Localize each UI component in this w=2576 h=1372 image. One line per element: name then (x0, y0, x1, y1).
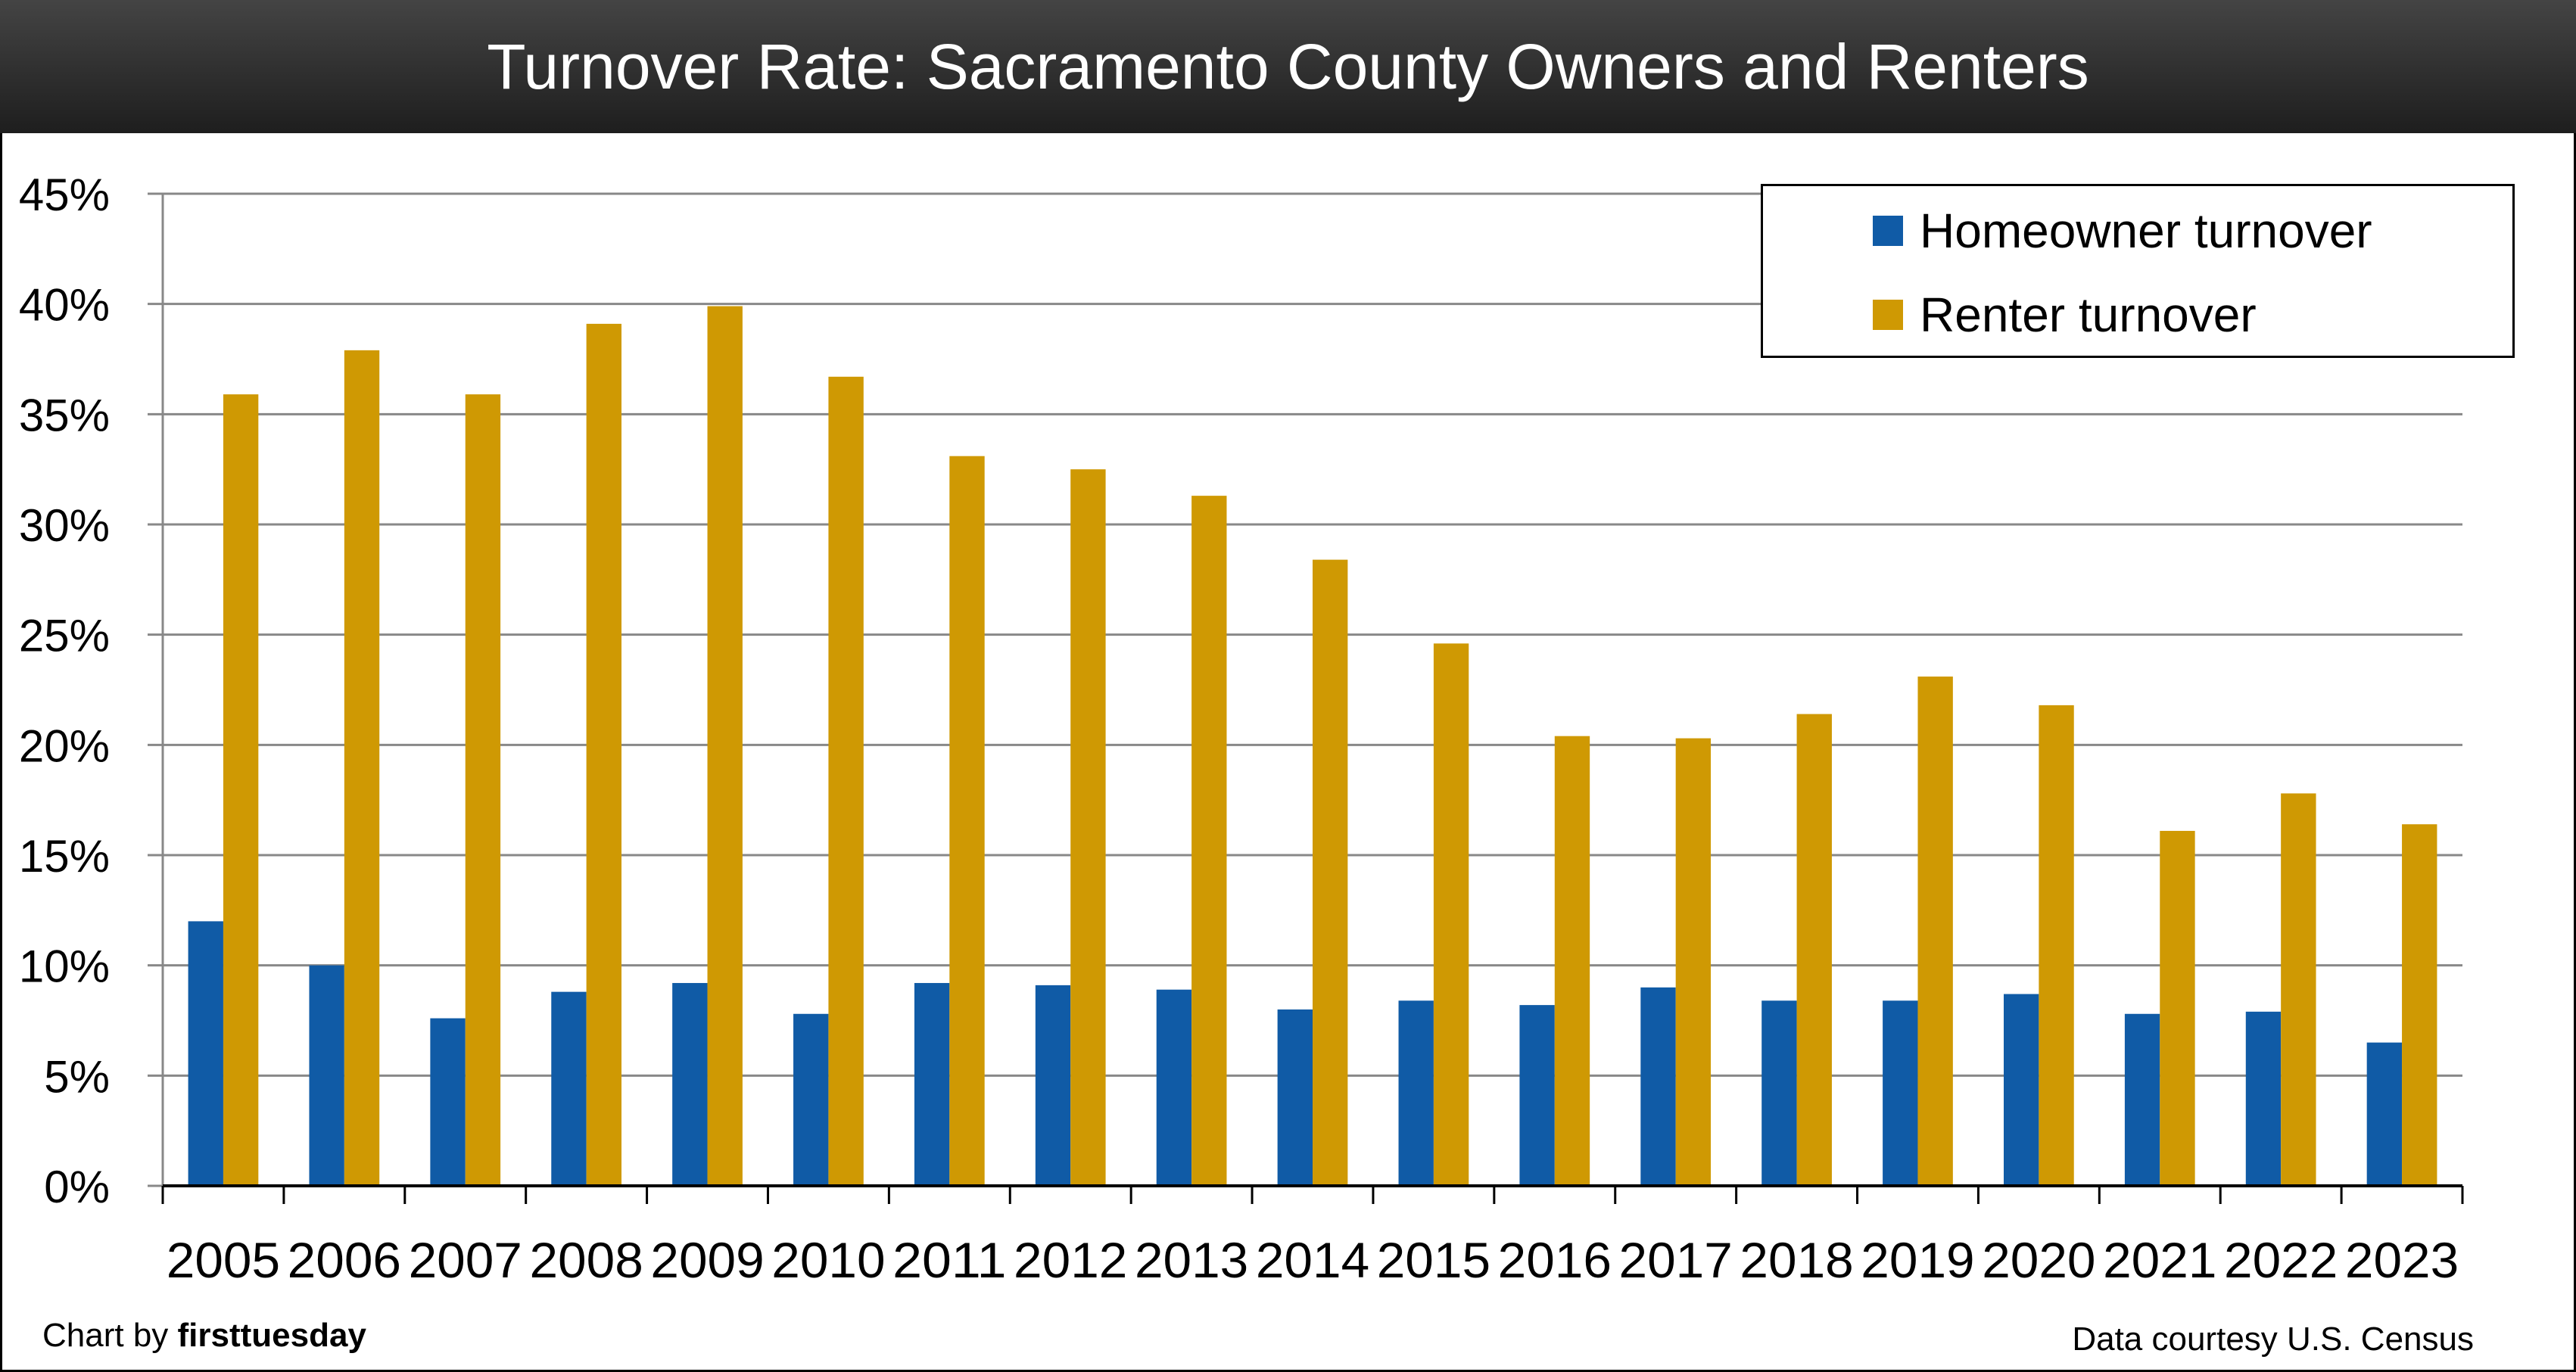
bar-renter-2023 (2402, 824, 2437, 1186)
x-tick-label: 2016 (1498, 1232, 1612, 1288)
y-tick-label: 0% (44, 1162, 110, 1212)
x-tick-label: 2019 (1861, 1232, 1974, 1288)
bar-renter-2012 (1070, 469, 1106, 1186)
x-tick-label: 2009 (650, 1232, 764, 1288)
bar-renter-2020 (2039, 705, 2074, 1186)
bar-renter-2011 (949, 456, 985, 1186)
bar-homeowner-2012 (1035, 985, 1071, 1186)
bar-homeowner-2006 (309, 965, 344, 1186)
bar-renter-2019 (1917, 677, 1953, 1186)
y-tick-label: 5% (44, 1051, 110, 1102)
y-tick-label: 30% (19, 500, 110, 551)
x-tick-label: 2018 (1740, 1232, 1853, 1288)
gridlines (148, 192, 2462, 1187)
legend-swatch-homeowner (1873, 216, 1903, 246)
bar-renter-2010 (828, 376, 864, 1187)
x-tick-label: 2014 (1256, 1232, 1369, 1288)
x-tick-label: 2006 (288, 1232, 401, 1288)
bar-renter-2009 (707, 306, 743, 1187)
x-tick-label: 2021 (2103, 1232, 2216, 1288)
bar-homeowner-2020 (2003, 994, 2039, 1186)
legend-label-homeowner: Homeowner turnover (1920, 204, 2372, 258)
y-tick-label: 10% (19, 941, 110, 992)
bar-renter-2015 (1433, 643, 1469, 1186)
y-tick-label: 45% (19, 170, 110, 220)
x-tick-label: 2017 (1619, 1232, 1733, 1288)
bar-homeowner-2009 (672, 982, 708, 1186)
y-tick-labels: 0% 5% 10% 15% 20% 25% 30% 35% 40% 45% (19, 170, 110, 1212)
x-tick-label: 2010 (771, 1232, 885, 1288)
bar-homeowner-2021 (2124, 1013, 2160, 1186)
bar-homeowner-2014 (1277, 1009, 1313, 1186)
title-bar: Turnover Rate: Sacramento County Owners … (0, 0, 2576, 133)
x-tick-label: 2007 (409, 1232, 522, 1288)
bar-renter-2005 (223, 394, 259, 1187)
bar-homeowner-2011 (914, 982, 950, 1186)
axes (161, 194, 2464, 1204)
x-tick-label: 2013 (1135, 1232, 1248, 1288)
bar-renter-2016 (1554, 736, 1590, 1186)
bar-homeowner-2019 (1883, 1000, 1918, 1186)
x-tick-labels: 2005 2006 2007 2008 2009 2010 2011 2012 2013 2014… (167, 1232, 2459, 1288)
chart-credit: Chart by firsttuesday (42, 1317, 366, 1355)
legend-item-homeowner: Homeowner turnover (1873, 203, 2372, 259)
bar-homeowner-2022 (2245, 1011, 2282, 1186)
y-tick-label: 20% (19, 720, 110, 771)
bar-renter-2022 (2281, 793, 2316, 1186)
credit-prefix: Chart by (42, 1317, 178, 1354)
chart-title: Turnover Rate: Sacramento County Owners … (487, 30, 2089, 102)
bar-homeowner-2017 (1640, 987, 1676, 1186)
y-tick-label: 15% (19, 831, 110, 882)
bar-renter-2006 (344, 350, 380, 1186)
x-tick-label: 2022 (2224, 1232, 2338, 1288)
legend: Homeowner turnover Renter turnover (1761, 184, 2515, 358)
bar-homeowner-2005 (188, 921, 223, 1186)
legend-label-renter: Renter turnover (1920, 288, 2257, 342)
bar-homeowner-2015 (1398, 1000, 1434, 1186)
y-tick-label: 25% (19, 611, 110, 661)
bars (188, 306, 2437, 1187)
x-tick-label: 2011 (892, 1232, 1006, 1288)
x-tick-label: 2015 (1377, 1232, 1490, 1288)
bar-homeowner-2010 (793, 1013, 829, 1186)
bar-homeowner-2013 (1156, 989, 1192, 1186)
bar-homeowner-2007 (430, 1018, 466, 1186)
bar-homeowner-2023 (2366, 1042, 2403, 1186)
data-source: Data courtesy U.S. Census (2072, 1321, 2474, 1358)
bar-renter-2021 (2160, 830, 2195, 1186)
legend-item-renter: Renter turnover (1873, 287, 2257, 343)
x-tick-label: 2023 (2345, 1232, 2459, 1288)
bar-homeowner-2016 (1519, 1005, 1555, 1186)
y-tick-label: 40% (19, 280, 110, 331)
bar-renter-2014 (1313, 559, 1348, 1186)
credit-brand: firsttuesday (177, 1317, 366, 1354)
bar-renter-2017 (1675, 738, 1712, 1186)
x-tick-label: 2005 (167, 1232, 280, 1288)
y-tick-label: 35% (19, 390, 110, 440)
x-tick-label: 2020 (1982, 1232, 2095, 1288)
bar-renter-2018 (1796, 714, 1832, 1186)
legend-swatch-renter (1873, 300, 1903, 330)
bar-renter-2013 (1191, 496, 1227, 1186)
bar-homeowner-2018 (1761, 1000, 1797, 1186)
bar-renter-2008 (586, 323, 622, 1186)
x-tick-label: 2012 (1014, 1232, 1127, 1288)
x-tick-label: 2008 (529, 1232, 643, 1288)
bar-renter-2007 (465, 394, 501, 1187)
bar-homeowner-2008 (551, 991, 587, 1186)
